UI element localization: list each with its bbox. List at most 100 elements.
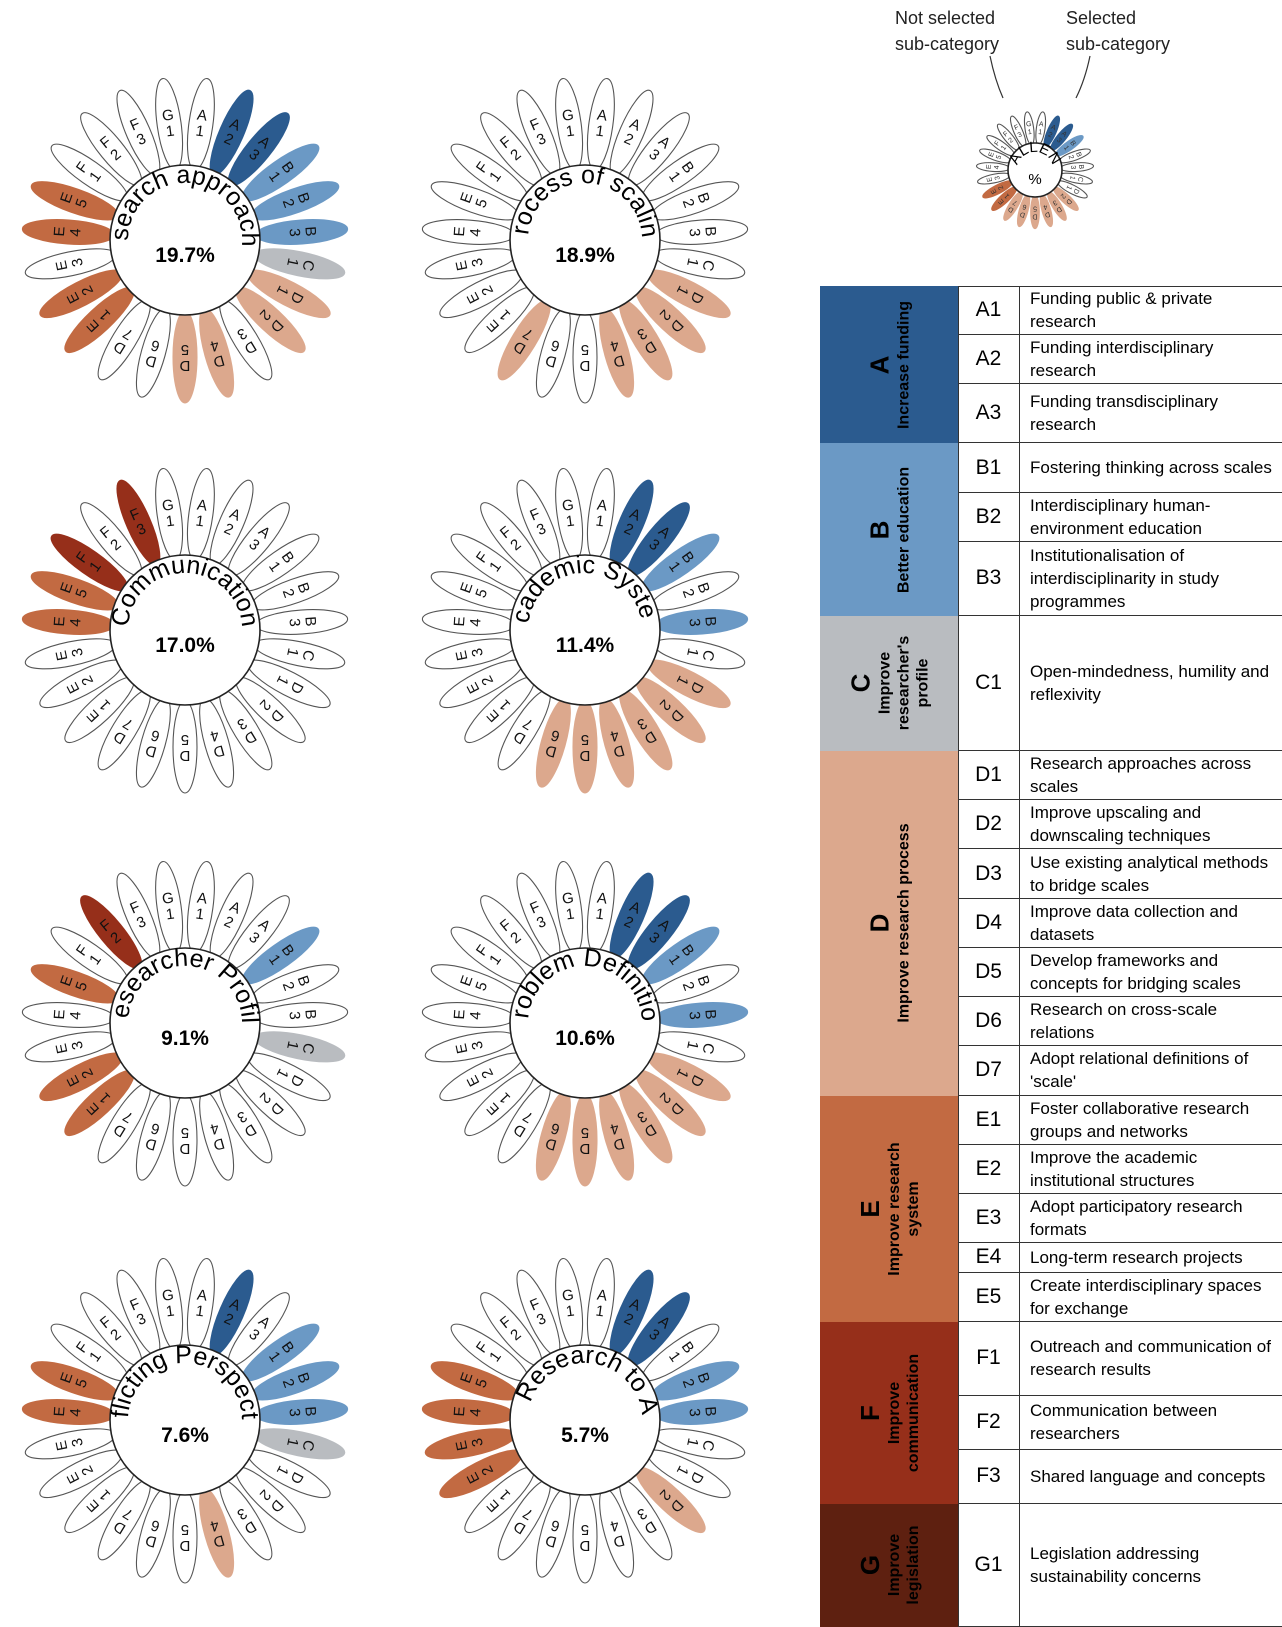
petal-letter: D	[543, 741, 558, 760]
category-label: E Improve research system	[855, 1142, 923, 1275]
petal-number: 1	[565, 906, 576, 924]
category-block-b: B Better education	[820, 443, 959, 616]
petal-letter: A	[1060, 130, 1068, 139]
category-block-c: C Improve researcher's profile	[820, 615, 959, 752]
petal-letter: D	[143, 351, 158, 370]
petal-letter: E	[53, 259, 72, 272]
category-block-a: A Increase funding	[820, 286, 959, 444]
petal-number: 1	[595, 1303, 606, 1321]
petal-g1: G1	[555, 467, 584, 561]
petal-c1: C1	[253, 638, 346, 670]
sub-code-e3: E3	[958, 1193, 1020, 1244]
petal-letter: E	[451, 1009, 469, 1020]
petal-d5: D5	[172, 700, 198, 794]
petal-letter: E	[51, 226, 69, 237]
petal-f2: F2	[80, 112, 143, 187]
petal-d4: D4	[599, 307, 635, 398]
petal-e2: E2	[39, 269, 123, 319]
table-top-rule	[820, 286, 1282, 287]
petal-number: 5	[581, 731, 589, 748]
petal-letter: G	[1026, 121, 1032, 129]
petal-letter: E	[997, 197, 1006, 205]
petal-d3: D3	[619, 1479, 673, 1561]
petal-number: 1	[195, 513, 206, 531]
petal-f1: F1	[50, 533, 129, 592]
petal-letter: B	[701, 616, 719, 627]
petal-letter: D	[611, 351, 626, 370]
petal-number: 1	[1068, 175, 1076, 180]
category-label: C Improve researcher's profile	[846, 636, 933, 731]
center-circle	[109, 1344, 261, 1496]
petal-e1: E1	[64, 286, 135, 354]
petal-e5: E5	[430, 181, 519, 221]
petal-f1: F1	[450, 926, 529, 985]
sub-description-a3: Funding transdisciplinary research	[1020, 384, 1282, 444]
petal-number: 1	[195, 906, 206, 924]
petal-letter: B	[301, 1406, 319, 1417]
petal-number: 4	[994, 165, 1001, 169]
sub-description-b1: Fostering thinking across scales	[1020, 443, 1282, 493]
petal-f3: F3	[516, 89, 561, 176]
petal-f3: F3	[116, 479, 161, 566]
petal-letter: D	[143, 1134, 158, 1153]
petal-letter: F	[1013, 124, 1020, 132]
sub-description-f1: Outreach and communication of research r…	[1020, 1322, 1282, 1396]
petal-d3: D3	[619, 299, 673, 381]
petal-letter: D	[211, 351, 226, 370]
petal-e5: E5	[30, 1361, 119, 1401]
petal-f2: F2	[480, 502, 543, 577]
petal-b1: B1	[641, 143, 720, 202]
challenge-percent: 19.7%	[155, 244, 215, 267]
petal-a3: A3	[227, 1292, 290, 1367]
sub-code-d3: D3	[958, 849, 1020, 899]
petal-d3: D3	[619, 1082, 673, 1164]
petal-d6: D6	[135, 1090, 171, 1181]
petal-letter: B	[301, 616, 319, 627]
petal-number: 1	[595, 513, 606, 531]
center-circle	[109, 164, 261, 316]
petal-d3: D3	[219, 689, 273, 771]
petal-number: 4	[67, 1408, 85, 1417]
not-selected-pointer	[989, 55, 1004, 99]
sub-code-b3: B3	[958, 541, 1020, 616]
sub-code-e1: E1	[958, 1095, 1020, 1145]
petal-d5: D5	[1030, 194, 1040, 230]
petal-number: 3	[469, 1436, 487, 1448]
petal-number: 3	[69, 1436, 87, 1448]
sub-description-c1: Open-mindedness, humility and reflexivit…	[1020, 616, 1282, 752]
petal-a1: A1	[186, 1257, 215, 1351]
sub-description-f3: Shared language and concepts	[1020, 1450, 1282, 1504]
challenge-percent: 11.4%	[556, 634, 615, 657]
petal-d7: D7	[497, 689, 551, 771]
petal-b1: B1	[641, 533, 720, 592]
petal-a2: A2	[209, 479, 254, 566]
petal-letter: F	[1002, 130, 1010, 138]
petal-b3: B3	[655, 1399, 749, 1425]
petal-number: 5	[181, 1124, 189, 1141]
petal-letter: A	[196, 107, 208, 125]
petal-number: 5	[581, 1124, 589, 1141]
petal-g1: G1	[155, 860, 184, 954]
center-circle	[509, 947, 661, 1099]
petal-letter: E	[53, 649, 72, 662]
petal-e4: E4	[421, 609, 515, 635]
sub-description-b3: Institutionalisation of interdisciplinar…	[1020, 542, 1282, 616]
petal-f2: F2	[80, 502, 143, 577]
petal-letter: C	[298, 648, 317, 662]
petal-d1: D1	[647, 269, 731, 319]
petal-letter: E	[51, 616, 69, 627]
petal-letter: G	[161, 106, 175, 124]
petal-d5: D5	[172, 1490, 198, 1584]
petal-d5: D5	[572, 1490, 598, 1584]
category-letter: A	[864, 355, 895, 375]
sub-code-b2: B2	[958, 492, 1020, 542]
petal-letter: C	[698, 648, 717, 662]
petal-letter: D	[1064, 197, 1073, 205]
petal-e2: E2	[439, 1449, 523, 1499]
category-name-line: Better education	[895, 466, 913, 593]
petal-b3: B3	[655, 219, 749, 245]
petal-letter: B	[1074, 151, 1082, 158]
petal-number: 3	[1051, 198, 1058, 206]
petal-number: 1	[165, 513, 176, 531]
